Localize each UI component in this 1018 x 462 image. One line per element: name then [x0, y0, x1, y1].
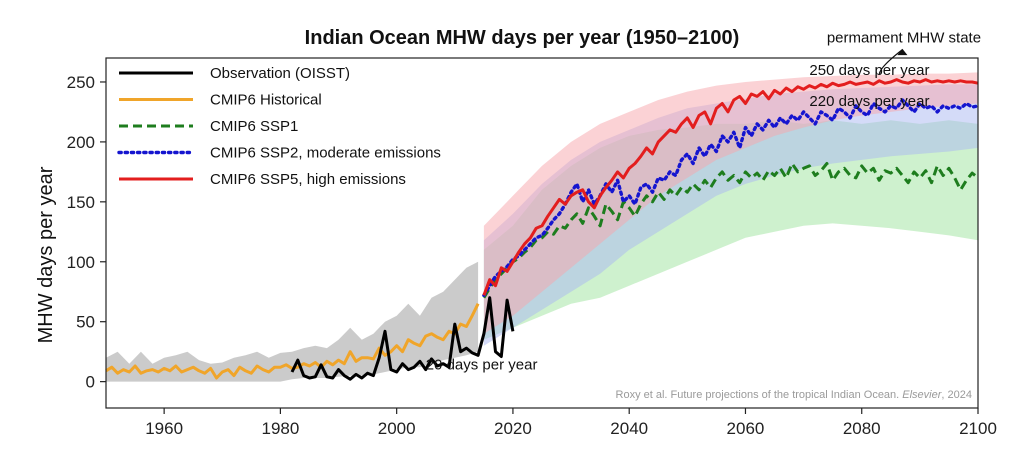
x-tick-label-2060: 2060 [727, 419, 765, 438]
line-cmip6-historical [105, 303, 480, 380]
y-tick-label-250: 250 [67, 73, 95, 92]
y-tick-label-200: 200 [67, 133, 95, 152]
legend-item-observation-oisst: Observation (OISST) [119, 65, 350, 82]
band-cmip6-ssp5-high-emissions [483, 72, 978, 334]
x-tick-label-2040: 2040 [610, 419, 648, 438]
annotation-ssp2_level: 220 days per year [809, 93, 929, 110]
x-tick-label-1960: 1960 [145, 419, 183, 438]
legend-item-cmip6-ssp1: CMIP6 SSP1 [119, 118, 298, 135]
series-lines [105, 78, 980, 381]
x-tick-label-2100: 2100 [959, 419, 997, 438]
line-observation-oisst [290, 296, 515, 381]
annotation-arrowhead [897, 48, 908, 56]
annotations: permament MHW state 250 days per year 220 … [426, 29, 981, 373]
legend-item-cmip6-ssp2-moderate-emissions: CMIP6 SSP2, moderate emissions [117, 145, 441, 162]
credit-tail: , 2024 [941, 389, 972, 401]
y-tick-label-100: 100 [67, 253, 95, 272]
chart-title: Indian Ocean MHW days per year (1950–210… [305, 27, 740, 49]
legend-item-cmip6-ssp5-high-emissions: CMIP6 SSP5, high emissions [119, 171, 406, 188]
y-tick-label-0: 0 [86, 373, 95, 392]
x-tick-label-1980: 1980 [261, 419, 299, 438]
line-cmip6-ssp1 [482, 162, 979, 299]
y-tick-label-50: 50 [76, 313, 95, 332]
axes: 1960 1980 2000 2020 2040 2060 2080 2100 0 50 100 15… [67, 57, 997, 438]
legend: Observation (OISST) CMIP6 Historical CMIP6… [117, 65, 441, 188]
legend-label-observation-oisst: Observation (OISST) [210, 65, 350, 82]
y-axis-label: MHW days per year [35, 166, 57, 343]
legend-label-cmip6-ssp2-moderate-emissions: CMIP6 SSP2, moderate emissions [210, 145, 441, 162]
y-tick-label-150: 150 [67, 193, 95, 212]
legend-label-cmip6-ssp5-high-emissions: CMIP6 SSP5, high emissions [210, 171, 406, 188]
annotation-obs_level: 20 days per year [426, 357, 538, 374]
uncertainty-bands [106, 72, 978, 382]
annotation-arrow [878, 49, 903, 75]
credit-plain: Roxy et al. Future projections of the tr… [616, 389, 903, 401]
x-tick-label-2080: 2080 [843, 419, 881, 438]
plot-frame [105, 57, 979, 409]
band-cmip6-historical [106, 261, 479, 382]
legend-label-cmip6-historical: CMIP6 Historical [210, 92, 322, 109]
annotation-ssp5_level: 250 days per year [809, 62, 929, 79]
line-cmip6-ssp5-high-emissions [482, 78, 979, 296]
x-tick-label-2000: 2000 [378, 419, 416, 438]
legend-item-cmip6-historical: CMIP6 Historical [119, 92, 322, 109]
source-credit: Roxy et al. Future projections of the tr… [616, 389, 972, 401]
credit-italic: Elsevier [902, 389, 942, 401]
x-tick-label-2020: 2020 [494, 419, 532, 438]
annotation-permanent: permament MHW state [827, 29, 981, 46]
legend-label-cmip6-ssp1: CMIP6 SSP1 [210, 118, 298, 135]
